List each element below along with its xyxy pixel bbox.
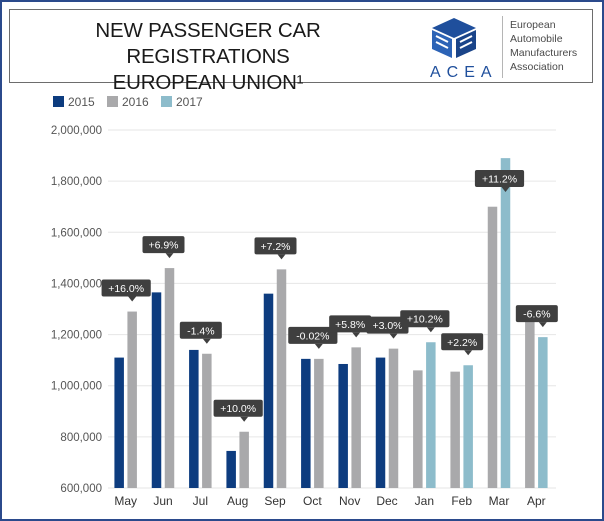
bar-aug-2015	[226, 450, 236, 488]
change-label-pointer	[165, 253, 174, 259]
bar-nov-2015	[338, 363, 348, 488]
y-tick-label: 1,400,000	[51, 278, 102, 290]
change-label: +10.2%	[407, 314, 443, 326]
change-label: +10.0%	[220, 403, 256, 415]
change-label: +6.9%	[148, 240, 178, 252]
x-tick-label: Apr	[527, 494, 546, 508]
change-label-box	[142, 236, 185, 254]
change-label-pointer	[202, 338, 211, 344]
change-label-box	[329, 315, 372, 333]
legend-label-2015: 2015	[68, 95, 95, 109]
x-tick-label: May	[114, 494, 137, 508]
change-label-box	[213, 399, 263, 417]
change-label-pointer	[501, 187, 510, 192]
bar-jul-2015	[189, 349, 199, 488]
acea-cube-icon	[432, 18, 476, 58]
organization-name: European Automobile Manufacturers Associ…	[510, 18, 592, 74]
bar-apr-2017	[538, 337, 548, 488]
change-label-box	[101, 279, 151, 297]
bar-jul-2016	[202, 353, 212, 488]
acea-logo-text: ACEA	[430, 64, 498, 81]
change-label-box	[366, 316, 409, 334]
bar-mar-2017	[500, 158, 511, 488]
change-label-pointer	[277, 254, 286, 260]
x-tick-label: Jul	[193, 494, 208, 508]
bar-feb-2016	[450, 371, 460, 488]
x-tick-label: Aug	[227, 494, 248, 508]
y-tick-label: 1,600,000	[51, 227, 102, 239]
bar-feb-2017	[463, 365, 473, 488]
change-label-pointer	[426, 327, 435, 333]
x-tick-label: Oct	[303, 494, 322, 508]
bar-jan-2017	[426, 342, 436, 488]
change-label-box	[515, 305, 558, 323]
bar-jun-2016	[164, 268, 175, 488]
change-label: +16.0%	[108, 283, 144, 295]
legend-swatch-2017	[161, 96, 172, 107]
change-label-pointer	[352, 332, 361, 338]
bar-dec-2015	[375, 357, 386, 488]
x-tick-label: Sep	[264, 494, 286, 508]
header-panel: NEW PASSENGER CAR REGISTRATIONS EUROPEAN…	[9, 9, 593, 94]
change-label-box	[474, 170, 525, 187]
y-tick-label: 1,200,000	[51, 330, 102, 342]
x-tick-label: Feb	[451, 494, 472, 508]
legend-swatch-2016	[107, 96, 118, 107]
x-tick-label: Jun	[153, 494, 172, 508]
y-tick-label: 600,000	[60, 483, 102, 495]
legend-swatch-2015	[53, 96, 64, 107]
change-label-pointer	[389, 333, 398, 339]
bar-apr-2016	[525, 316, 535, 488]
change-label: -6.6%	[523, 309, 550, 321]
bar-dec-2016	[388, 348, 399, 488]
y-tick-label: 1,000,000	[51, 381, 102, 393]
chart-title-line-1: NEW PASSENGER CAR REGISTRATIONS	[95, 19, 321, 68]
change-label-box	[400, 310, 450, 328]
change-label-pointer	[240, 416, 249, 422]
org-line-2: Automobile	[510, 33, 563, 45]
change-label: +7.2%	[260, 241, 290, 253]
change-label-box	[441, 333, 484, 351]
bar-nov-2016	[351, 347, 361, 488]
change-label: +2.2%	[447, 337, 477, 349]
chart-title-line-2: EUROPEAN UNION¹	[112, 71, 304, 94]
x-tick-label: Nov	[339, 494, 360, 508]
change-label-pointer	[128, 296, 137, 302]
change-label-box	[179, 321, 222, 339]
x-tick-label: Jan	[415, 494, 434, 508]
change-label-box	[254, 237, 297, 255]
change-label: -1.4%	[187, 325, 214, 337]
change-label-box	[288, 326, 338, 344]
bar-oct-2016	[314, 358, 324, 488]
org-line-3: Manufacturers	[510, 47, 578, 59]
bar-may-2015	[114, 357, 124, 488]
x-tick-label: Mar	[489, 494, 510, 508]
x-tick-label: Dec	[376, 494, 397, 508]
bar-aug-2016	[239, 431, 249, 488]
legend-label-2017: 2017	[176, 95, 203, 109]
bar-mar-2016	[487, 206, 498, 488]
bar-jan-2016	[413, 370, 423, 488]
bar-jun-2015	[151, 292, 162, 488]
header-divider	[502, 16, 503, 78]
change-label: +11.2%	[482, 174, 517, 186]
chart-title: NEW PASSENGER CAR REGISTRATIONS EUROPEAN…	[18, 18, 398, 96]
change-label-pointer	[464, 350, 473, 356]
bar-sep-2015	[263, 293, 274, 488]
bar-sep-2016	[276, 269, 287, 488]
change-label-pointer	[314, 343, 323, 349]
legend-label-2016: 2016	[122, 95, 149, 109]
bar-oct-2015	[301, 358, 311, 488]
org-line-1: European	[510, 19, 556, 31]
y-tick-label: 1,800,000	[51, 176, 102, 188]
org-line-4: Association	[510, 61, 564, 73]
change-label: +3.0%	[372, 320, 402, 332]
change-label: -0.02%	[296, 330, 329, 342]
change-label-pointer	[538, 322, 547, 328]
y-tick-label: 2,000,000	[51, 125, 102, 137]
y-tick-label: 800,000	[60, 432, 102, 444]
bar-may-2016	[127, 311, 137, 488]
change-label: +5.8%	[335, 319, 365, 331]
